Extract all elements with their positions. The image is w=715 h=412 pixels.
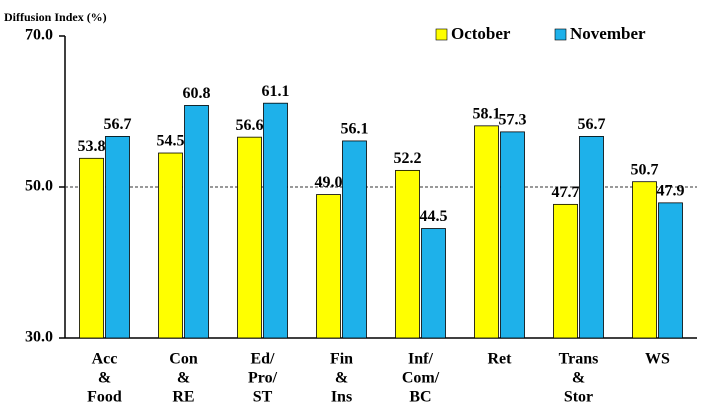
x-tick-label: Ed/ (250, 351, 275, 368)
data-label: 57.3 (499, 112, 527, 129)
bar (158, 152, 183, 339)
data-label: 49.0 (315, 174, 343, 191)
x-tick-label: Stor (564, 389, 593, 406)
x-tick-label: Acc (92, 351, 118, 368)
bar (316, 194, 341, 339)
x-tick-label: Ret (488, 351, 513, 368)
bar (263, 102, 288, 339)
bar (395, 169, 420, 339)
bar (579, 136, 604, 339)
data-label: 50.7 (631, 161, 659, 178)
bar (500, 131, 525, 339)
data-label: 56.7 (104, 116, 132, 133)
data-label: 54.5 (157, 133, 185, 150)
y-tick-label: 30.0 (25, 329, 53, 346)
data-label: 56.7 (578, 116, 606, 133)
data-label: 53.8 (78, 138, 106, 155)
x-tick-label: Inf/ (408, 351, 433, 368)
data-label: 47.7 (552, 184, 580, 201)
data-label: 56.6 (236, 117, 264, 134)
bar (474, 125, 499, 339)
y-tick-label: 70.0 (25, 27, 53, 44)
data-label: 56.1 (341, 121, 369, 138)
x-tick-label: & (98, 370, 111, 387)
data-label: 52.2 (394, 150, 422, 167)
bar (237, 136, 262, 339)
x-tick-label: & (572, 370, 585, 387)
x-tick-label: & (335, 370, 348, 387)
data-label: 58.1 (473, 106, 501, 123)
x-tick-label: WS (645, 351, 670, 368)
bar (79, 157, 104, 339)
x-tick-label: BC (409, 389, 431, 406)
x-tick-label: Fin (330, 351, 353, 368)
data-label: 47.9 (657, 183, 685, 200)
y-tick-label: 50.0 (25, 178, 53, 195)
bar (184, 105, 209, 339)
bar (658, 202, 683, 339)
x-tick-label: & (177, 370, 190, 387)
bar (632, 181, 657, 339)
bar (421, 228, 446, 339)
legend-label: November (570, 24, 646, 43)
x-tick-label: RE (172, 389, 194, 406)
legend-label: October (451, 24, 511, 43)
data-label: 44.5 (420, 208, 448, 225)
x-tick-label: Pro/ (248, 370, 278, 387)
legend-swatch (554, 28, 567, 41)
bar (105, 136, 130, 339)
x-tick-label: Food (87, 389, 122, 406)
x-tick-label: Trans (559, 351, 599, 368)
y-axis-label: Diffusion Index (%) (4, 10, 107, 24)
x-tick-label: ST (253, 389, 273, 406)
bar (342, 140, 367, 339)
x-tick-label: Ins (331, 389, 352, 406)
data-label: 60.8 (183, 85, 211, 102)
legend-swatch (435, 28, 448, 41)
x-tick-label: Con (169, 351, 198, 368)
data-label: 61.1 (262, 83, 290, 100)
bar (553, 203, 578, 339)
x-tick-label: Com/ (402, 370, 440, 387)
